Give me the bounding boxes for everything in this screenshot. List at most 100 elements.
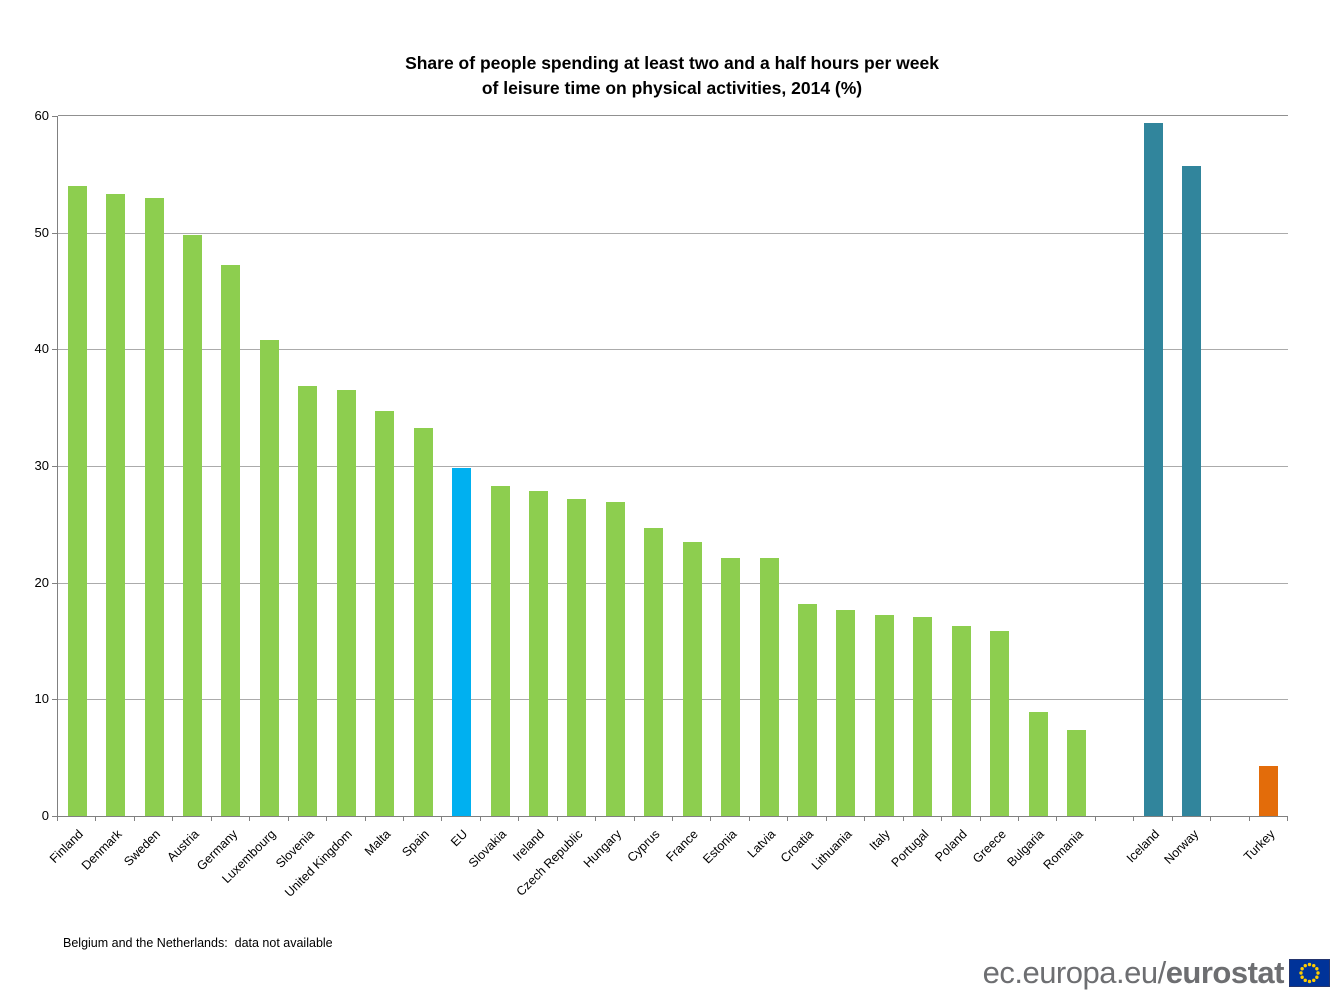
x-axis-tick [557,817,558,821]
bar-austria [183,235,203,816]
y-axis-tick-50 [52,232,57,234]
x-axis-label-poland: Poland [932,827,971,865]
x-axis-tick [288,817,289,821]
x-axis-label-sweden: Sweden [121,827,163,869]
bar-turkey [1259,765,1279,816]
bar-malta [375,411,395,816]
y-axis-label-40: 40 [34,341,49,357]
x-axis-tick [1018,817,1019,821]
x-axis-tick [480,817,481,821]
x-axis-tick [1249,817,1250,821]
x-axis-label-romania: Romania [1040,827,1086,873]
y-axis-label-0: 0 [41,808,49,823]
y-axis-tick-0 [52,816,57,817]
x-axis-tick [172,817,173,821]
bar-latvia [759,558,779,816]
x-axis-label-austria: Austria [164,827,202,865]
x-axis-label-hungary: Hungary [580,827,625,871]
eurostat-logo: ec.europa.eu/eurostat [983,956,1330,990]
y-axis-tick-10 [52,699,57,701]
y-axis-label-60: 60 [34,108,49,123]
bar-greece [990,630,1010,816]
gridline-50 [58,232,1288,234]
bar-luxembourg [259,340,279,816]
x-axis-tick [365,817,366,821]
gridline-40 [58,349,1288,351]
x-axis-tick [211,817,212,821]
bar-poland [951,625,971,816]
bar-france [682,541,702,816]
x-axis-tick [1133,817,1134,821]
x-axis-tick [634,817,635,821]
x-axis-label-malta: Malta [362,827,394,859]
x-axis-label-estonia: Estonia [700,827,740,867]
gridline-30 [58,466,1288,467]
x-axis-label-greece: Greece [969,827,1009,866]
y-axis-label-30: 30 [34,458,49,473]
bar-czech-republic [567,498,587,816]
x-axis-tick [1287,817,1288,821]
plot-area [57,115,1288,817]
bar-ireland [528,490,548,816]
x-axis-tick [672,817,673,821]
bar-slovenia [298,385,318,816]
x-axis-tick [326,817,327,821]
x-axis-tick [57,817,58,821]
bar-cyprus [644,527,664,816]
chart-title: Share of people spending at least two an… [0,51,1344,101]
x-axis-label-spain: Spain [399,827,433,860]
x-axis-label-cyprus: Cyprus [624,827,663,865]
bar-united-kingdom [336,390,356,816]
x-axis-label-france: France [663,827,702,865]
bar-lithuania [836,609,856,816]
bar-romania [1067,729,1087,816]
bar-sweden [144,197,164,816]
x-axis-tick [1172,817,1173,821]
y-axis-tick-30 [52,466,57,467]
bar-hungary [605,502,625,816]
footnote: Belgium and the Netherlands: data not av… [63,936,333,950]
x-axis-tick [787,817,788,821]
y-axis-label-20: 20 [34,574,49,590]
x-axis-label-ireland: Ireland [510,827,548,864]
x-axis-tick [249,817,250,821]
x-axis-tick [1095,817,1096,821]
y-axis-tick-20 [52,582,57,584]
y-axis-label-10: 10 [34,691,49,707]
bar-germany [221,265,241,816]
x-axis-tick [518,817,519,821]
x-axis-tick [441,817,442,821]
chart-title-line2: of leisure time on physical activities, … [481,78,863,98]
eurostat-url-regular: ec.europa.eu/ [982,955,1167,990]
bar-portugal [913,616,933,816]
x-axis-tick [1056,817,1057,821]
x-axis-tick [826,817,827,821]
x-axis-tick [595,817,596,821]
eurostat-url-bold: eurostat [1165,955,1285,990]
x-axis-label-slovakia: Slovakia [465,827,509,871]
bar-eu [452,468,472,816]
x-axis-tick [1210,817,1211,821]
x-axis-label-turkey: Turkey [1241,827,1278,864]
bar-croatia [798,603,818,816]
bar-italy [874,615,894,816]
y-axis-tick-60 [52,116,57,117]
y-axis-label-50: 50 [34,224,49,240]
x-axis-label-norway: Norway [1160,827,1201,867]
gridline-20 [58,582,1288,584]
x-axis-labels: Finland Denmark Sweden Austria Germany Luxemb… [47,822,1287,932]
bar-denmark [106,194,126,816]
x-axis-tick [980,817,981,821]
eurostat-url-text: ec.europa.eu/eurostat [982,955,1285,990]
x-axis-label-iceland: Iceland [1123,827,1163,866]
x-axis-tick [941,817,942,821]
x-axis-label-latvia: Latvia [744,827,778,861]
x-axis-label-portugal: Portugal [888,827,932,870]
bar-iceland [1143,123,1163,816]
bar-finland [67,186,87,816]
x-axis-label-denmark: Denmark [78,827,125,873]
x-axis-tick [403,817,404,821]
x-axis-tick [95,817,96,821]
bar-slovakia [490,485,510,816]
